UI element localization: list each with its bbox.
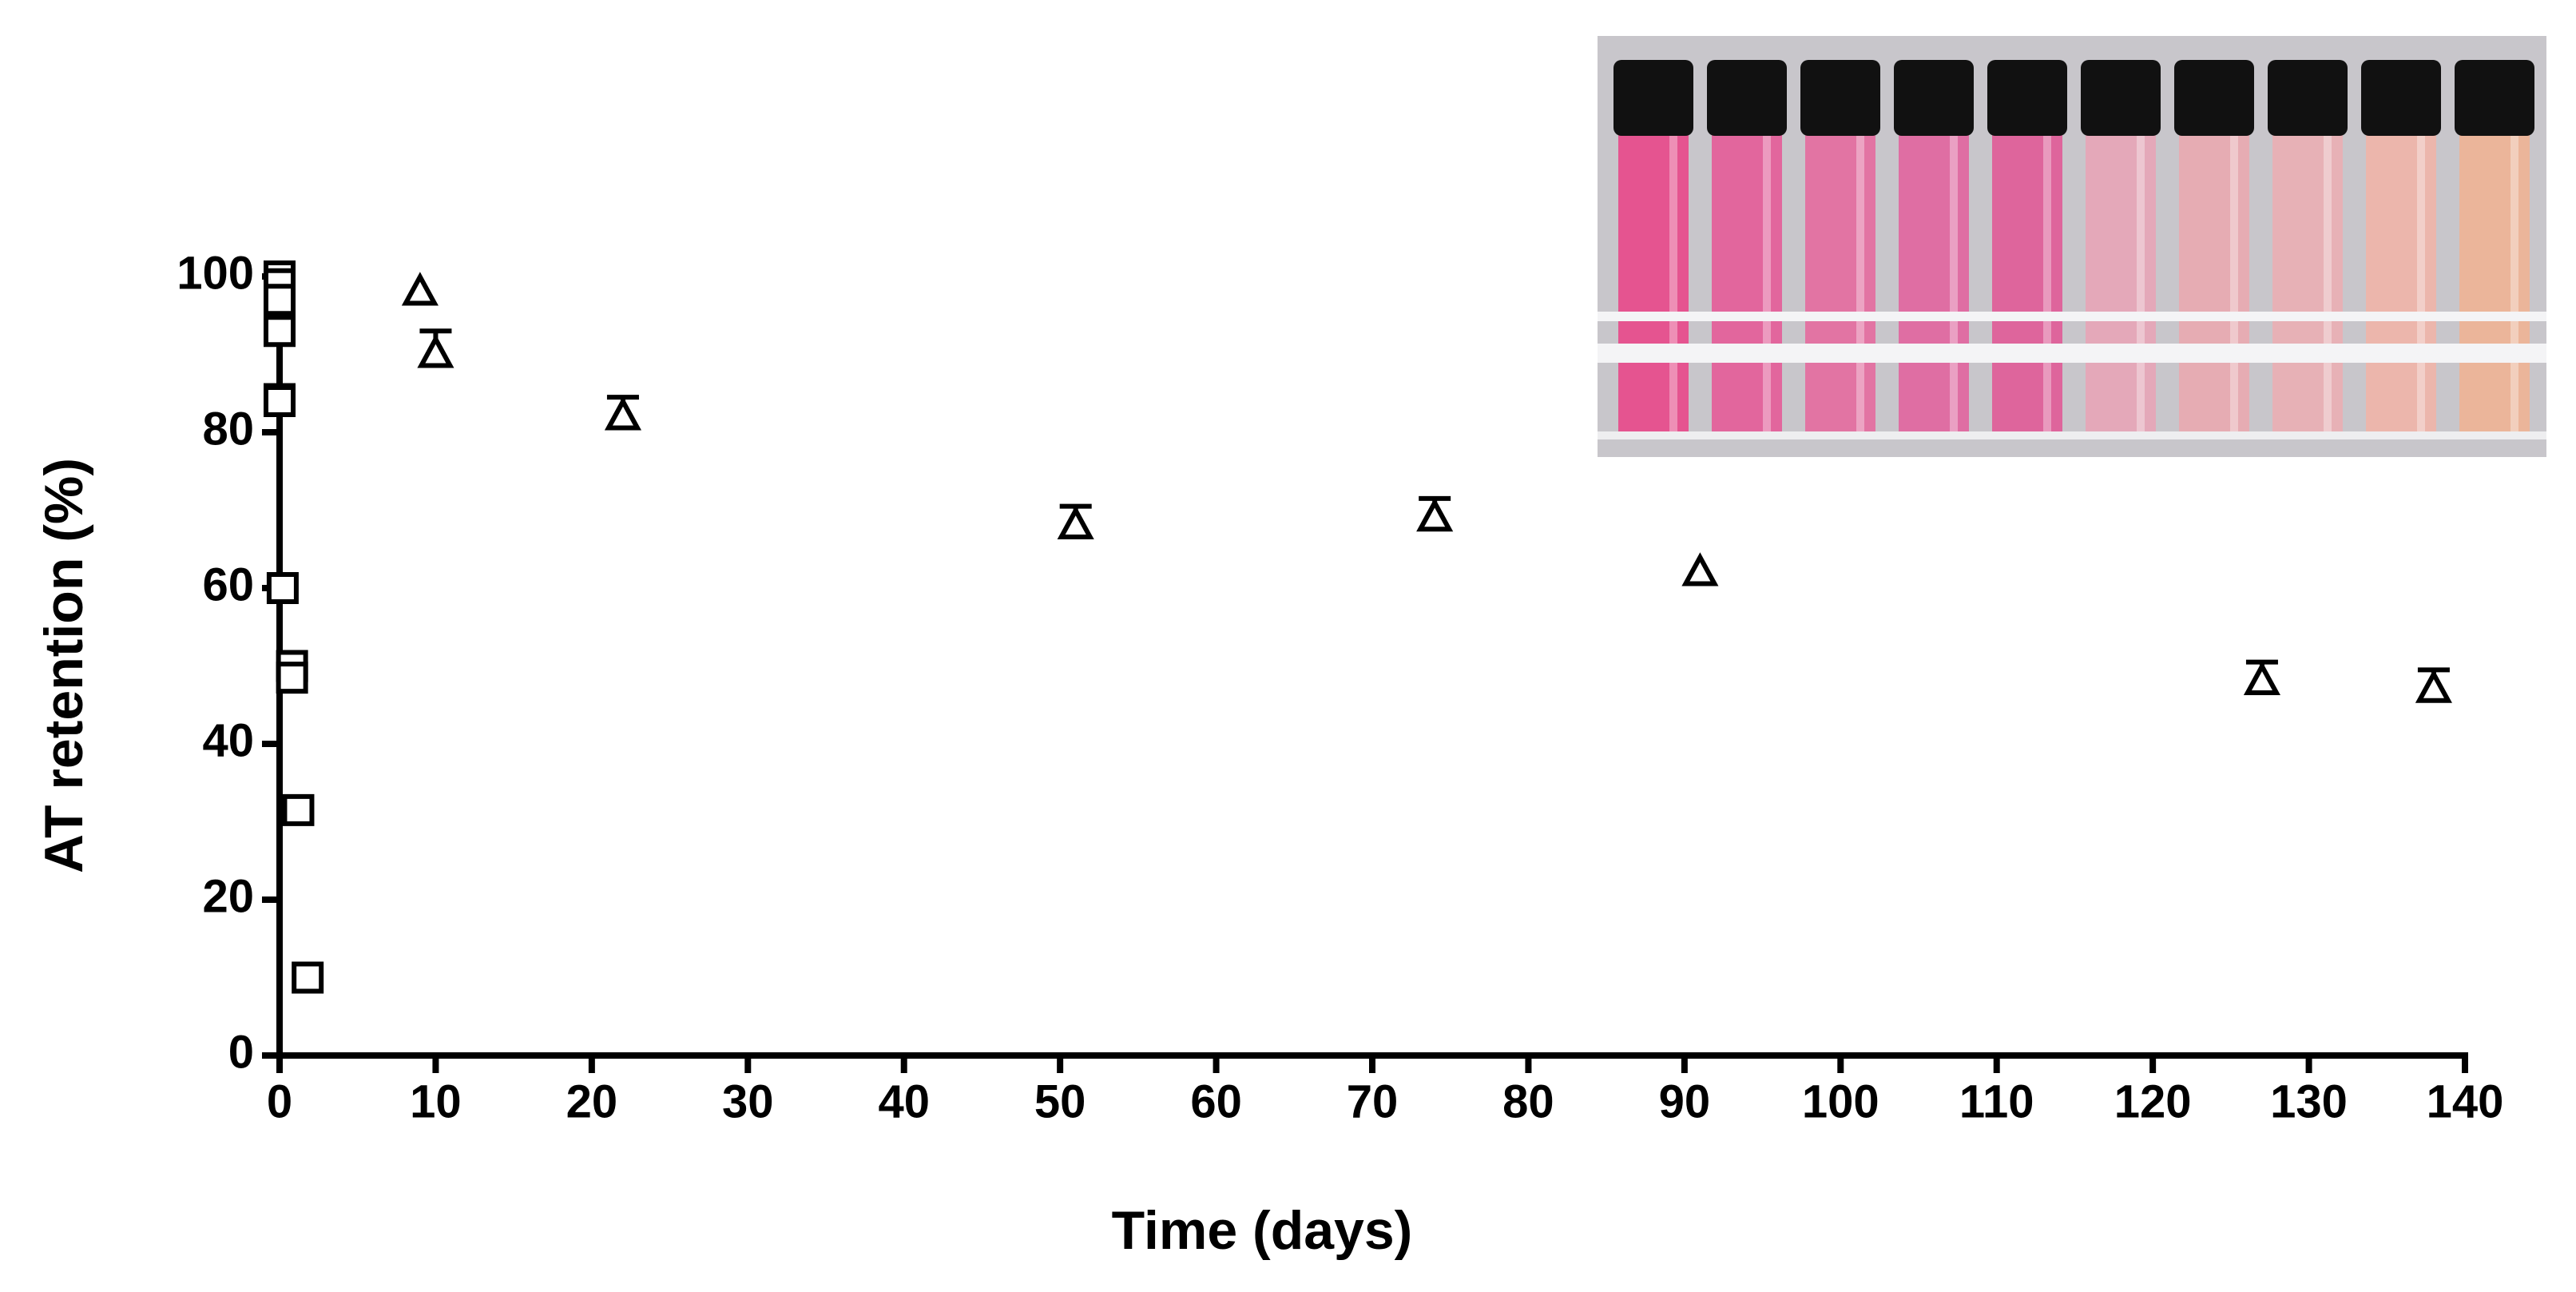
inset-photo xyxy=(1598,36,2546,457)
tube-cap xyxy=(1987,60,2067,136)
y-axis-title: AT retention (%) xyxy=(34,458,94,873)
data-point xyxy=(292,961,324,994)
x-tick-label: 140 xyxy=(2427,1075,2504,1127)
tube-cap xyxy=(1613,60,1693,136)
x-tick-label: 20 xyxy=(566,1075,618,1127)
tube xyxy=(2086,120,2156,439)
x-tick-label: 100 xyxy=(1802,1075,1879,1127)
data-point xyxy=(604,396,641,431)
tube-glass xyxy=(1669,128,1677,431)
x-tick-label: 0 xyxy=(267,1075,292,1127)
tube xyxy=(2272,120,2343,439)
tube-cap xyxy=(2268,60,2348,136)
data-point xyxy=(264,284,296,316)
data-point xyxy=(417,334,454,368)
x-tick-label: 70 xyxy=(1347,1075,1399,1127)
tube-glass xyxy=(1763,128,1771,431)
tube-cap xyxy=(1894,60,1974,136)
data-point xyxy=(1057,505,1094,539)
data-point xyxy=(2415,669,2452,703)
y-tick-label: 80 xyxy=(202,403,254,455)
tube-glass xyxy=(2324,128,2332,431)
x-tick-label: 50 xyxy=(1034,1075,1086,1127)
x-tick-label: 110 xyxy=(1959,1075,2034,1127)
data-point xyxy=(264,385,296,417)
x-tick-label: 130 xyxy=(2270,1075,2348,1127)
tube-glass xyxy=(2511,128,2518,431)
tube xyxy=(1712,120,1782,439)
x-tick-label: 80 xyxy=(1502,1075,1554,1127)
data-point xyxy=(1416,497,1454,532)
tube-glass xyxy=(2137,128,2145,431)
tube-cap xyxy=(2174,60,2254,136)
y-tick-label: 60 xyxy=(202,559,254,610)
tube xyxy=(2366,120,2436,439)
tube-cap xyxy=(1707,60,1787,136)
data-point xyxy=(1681,552,1719,586)
tube-cap xyxy=(2361,60,2441,136)
tube-cap xyxy=(2455,60,2534,136)
data-point xyxy=(276,662,308,694)
tube-glass xyxy=(2043,128,2051,431)
tube-cap xyxy=(1800,60,1880,136)
tube-glass xyxy=(2417,128,2425,431)
data-point xyxy=(2243,661,2280,695)
data-point xyxy=(264,315,296,348)
tube xyxy=(2179,120,2249,439)
data-point xyxy=(282,793,315,826)
x-axis-title: Time (days) xyxy=(1112,1200,1413,1261)
tube xyxy=(1992,120,2062,439)
x-tick-label: 120 xyxy=(2114,1075,2192,1127)
x-tick-label: 30 xyxy=(722,1075,774,1127)
tube xyxy=(1899,120,1969,439)
y-tick-label: 20 xyxy=(202,870,254,922)
data-point xyxy=(401,272,439,306)
y-tick-label: 100 xyxy=(177,247,254,299)
y-tick-label: 40 xyxy=(202,714,254,766)
x-tick-label: 90 xyxy=(1659,1075,1711,1127)
data-point xyxy=(266,572,299,604)
tube-glass xyxy=(1856,128,1864,431)
x-tick-label: 40 xyxy=(878,1075,930,1127)
x-tick-label: 60 xyxy=(1190,1075,1242,1127)
tube xyxy=(2459,120,2530,439)
tube-glass xyxy=(2230,128,2238,431)
tube-cap xyxy=(2081,60,2161,136)
tube xyxy=(1618,120,1689,439)
tube-glass xyxy=(1950,128,1958,431)
x-tick-label: 10 xyxy=(410,1075,462,1127)
tube xyxy=(1805,120,1875,439)
y-tick-label: 0 xyxy=(228,1026,254,1078)
